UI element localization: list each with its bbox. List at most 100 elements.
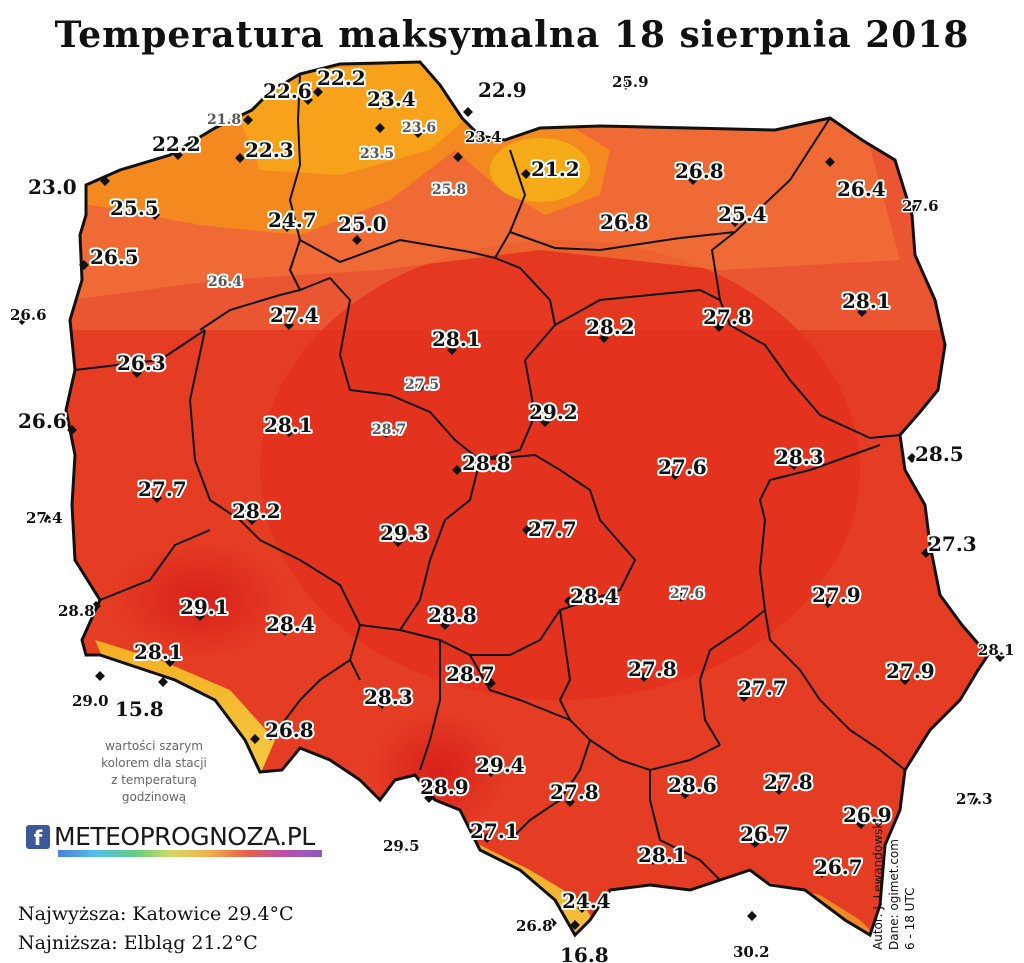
station-dot: [282, 222, 292, 232]
station-marker: 28.8: [57, 601, 101, 622]
station-marker: 26.8: [250, 716, 316, 744]
station-dot: [817, 868, 827, 878]
station-temperature-label: 25.0: [338, 212, 387, 236]
station-dot: [250, 734, 260, 744]
station-temperature-label: 15.8: [115, 697, 164, 721]
facebook-icon[interactable]: f: [26, 824, 50, 850]
station-dot: [381, 428, 391, 438]
station-temperature-label: 28.1: [842, 289, 891, 313]
station-temperature-label: 28.1: [978, 641, 1015, 659]
station-dot: [680, 789, 690, 799]
station-marker: 27.9: [810, 581, 863, 609]
station-marker: 28.5: [907, 440, 966, 468]
station-temperature-label: 27.7: [138, 477, 187, 501]
station-temperature-label: 26.9: [843, 803, 892, 827]
author-credits: Autor: J. Lewandowski Dane: ogimet.com 6…: [870, 818, 918, 950]
cool-spot-elblag: [490, 138, 590, 202]
station-temperature-label: 21.2: [531, 157, 580, 181]
station-temperature-label: 26.8: [675, 159, 724, 183]
station-marker: 29.5: [382, 836, 422, 857]
station-temperature-label: 27.7: [528, 517, 577, 541]
station-temperature-label: 25.4: [718, 202, 767, 226]
station-dot: [639, 672, 649, 682]
station-dot: [132, 368, 142, 378]
station-marker: 21.8: [205, 110, 253, 130]
station-dot: [91, 601, 101, 611]
station-marker: 27.4: [25, 508, 65, 529]
station-marker: 24.4: [560, 887, 613, 915]
station-dot: [621, 222, 631, 232]
station-dot: [739, 692, 749, 702]
station-dot: [995, 652, 1005, 662]
station-dot: [100, 176, 110, 186]
station-dot: [217, 278, 227, 288]
station-dot: [440, 620, 450, 630]
station-dot: [570, 920, 580, 930]
station-dot: [486, 767, 496, 777]
station-dot: [564, 596, 574, 606]
station-marker: 27.6: [668, 584, 706, 604]
station-marker: 27.4: [268, 301, 321, 330]
station-marker: 28.1: [840, 287, 893, 317]
station-dot: [486, 678, 496, 688]
station-marker: 23.5: [358, 123, 396, 164]
station-dot: [599, 333, 609, 343]
station-dot: [158, 677, 168, 687]
station-marker: 23.4: [464, 127, 504, 148]
station-temperature-label: 26.6: [10, 306, 47, 324]
station-marker: 26.6: [16, 407, 77, 435]
station-dot: [910, 203, 920, 213]
voivodeship-borders: [74, 73, 906, 881]
station-temperature-label: 27.6: [902, 197, 939, 215]
station-marker: 26.8: [673, 157, 726, 185]
cool-core: [240, 62, 470, 175]
station-temperature-label: 26.7: [814, 855, 863, 879]
hot-spot-west: [110, 540, 290, 660]
station-marker: 28.4: [564, 582, 621, 610]
station-dot: [453, 152, 463, 162]
station-dot: [452, 465, 462, 475]
station-temperature-label: 23.6: [402, 120, 436, 136]
station-marker: 27.6: [656, 453, 709, 481]
station-marker: 22.2: [313, 64, 368, 97]
data-source-line: Dane: ogimet.com: [887, 839, 901, 950]
max-temperature: Najwyższa: Katowice 29.4°C: [18, 903, 294, 925]
station-dot: [857, 307, 867, 317]
station-marker: 26.6: [9, 305, 49, 326]
station-dot: [280, 626, 290, 636]
station-temperature-label: 27.7: [738, 676, 787, 700]
station-dot: [670, 470, 680, 480]
station-marker: 27.8: [626, 655, 679, 683]
station-dot: [730, 217, 740, 227]
station-dot: [150, 210, 160, 220]
station-temperature-label: 28.1: [264, 413, 313, 437]
station-dot: [95, 671, 105, 681]
station-temperature-label: 28.7: [446, 662, 495, 686]
station-temperature-label: 26.8: [265, 718, 314, 742]
station-marker: 22.2: [150, 130, 203, 160]
station-dot: [393, 537, 403, 547]
station-temperature-label: 22.9: [478, 78, 527, 102]
station-temperature-label: 28.8: [58, 602, 95, 620]
station-temperature-label: 27.8: [703, 305, 752, 329]
station-dot: [195, 611, 205, 621]
note-line: wartości szarym: [105, 739, 203, 753]
station-temperature-label: 26.7: [740, 822, 789, 846]
station-marker: 25.0: [336, 210, 389, 245]
station-temperature-label: 25.8: [432, 182, 466, 198]
station-dot: [714, 322, 724, 332]
station-dot: [688, 175, 698, 185]
station-dot: [477, 133, 487, 143]
station-marker: 26.8: [515, 916, 557, 937]
station-marker: 27.6: [901, 196, 941, 217]
site-logo[interactable]: f METEOPROGNOZA.PL: [26, 822, 315, 851]
station-temperature-label: 26.6: [18, 409, 67, 433]
station-temperature-label: 27.8: [550, 780, 599, 804]
station-temperature-label: 28.3: [775, 445, 824, 469]
station-temperature-label: 27.1: [470, 819, 519, 843]
note-line: godzinową: [121, 790, 187, 804]
station-temperature-label: 22.2: [152, 132, 201, 156]
station-marker: 25.8: [430, 152, 468, 200]
brand-name: METEOPROGNOZA.PL: [54, 822, 315, 851]
station-temperature-label: 27.3: [928, 532, 977, 556]
